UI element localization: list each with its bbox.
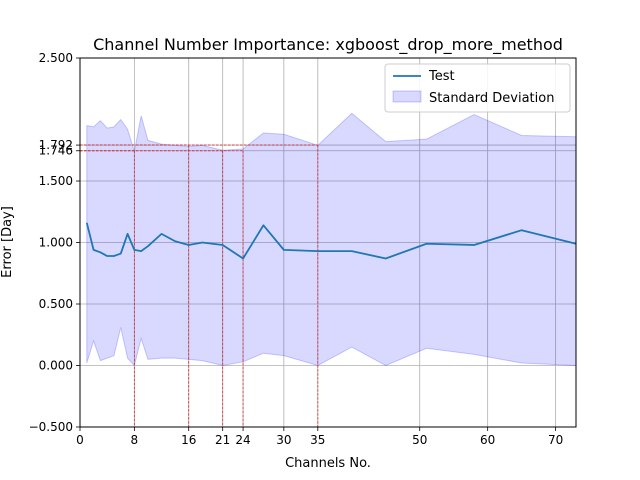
chart-title: Channel Number Importance: xgboost_drop_… — [93, 35, 563, 55]
x-tick-label: 24 — [235, 433, 250, 447]
x-tick-label: 70 — [548, 433, 563, 447]
x-tick-label: 21 — [215, 433, 230, 447]
legend-label-test: Test — [428, 69, 455, 84]
y-tick-label: 1.500 — [39, 174, 73, 188]
y-tick-label: 0.500 — [39, 297, 73, 311]
x-tick-label: 8 — [131, 433, 139, 447]
y-axis-label: Error [Day] — [0, 206, 15, 278]
legend-label-std-dev: Standard Deviation — [429, 91, 554, 106]
plot-area: 0 8 16 21 24 30 35 50 60 70 −0.500 0.000 0.500 1.000 1… — [29, 51, 577, 447]
x-tick-label: 60 — [480, 433, 495, 447]
y-tick-label: 0.000 — [39, 359, 73, 373]
x-tick-label: 30 — [276, 433, 291, 447]
x-tick-label: 50 — [412, 433, 427, 447]
y-tick-label: 2.500 — [39, 51, 73, 65]
y-tick-label: −0.500 — [29, 420, 73, 434]
y-tick-label: 1.746 — [39, 144, 73, 158]
legend: Test Standard Deviation — [384, 63, 571, 113]
test-series-line — [85, 222, 577, 260]
y-tick-label: 1.000 — [39, 236, 73, 250]
x-tick-label: 35 — [310, 433, 325, 447]
std-dev-band — [86, 112, 577, 367]
legend-swatch-std-dev — [392, 90, 422, 103]
legend-box — [384, 63, 571, 113]
x-tick-label: 0 — [76, 433, 84, 447]
x-tick-label: 16 — [181, 433, 196, 447]
x-axis-label: Channels No. — [285, 456, 371, 471]
y-tick-label: 1.792 — [39, 138, 73, 152]
